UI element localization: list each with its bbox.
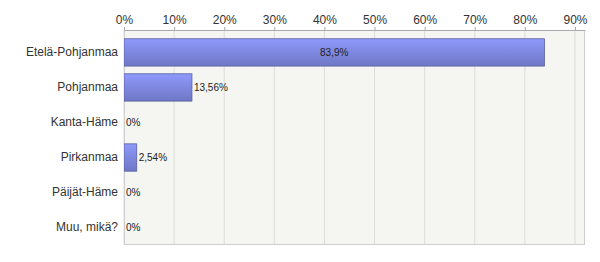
tick-label: 40% [313,13,337,27]
tick: Pohjanmaa [57,80,124,94]
tick-label: 60% [413,13,437,27]
bar [124,144,137,171]
category-label: Etelä-Pohjanmaa [26,45,118,59]
tick-mark [124,27,125,30]
tick: Pirkanmaa [61,150,124,164]
x-axis: 0% 10% 20% 30% 40% 50% 60% 70% 80% 90% [116,13,588,31]
tick: Kanta-Häme [51,115,124,129]
tick: 60% [413,13,437,30]
bar [124,39,544,66]
category-label: Muu, mikä? [56,220,118,234]
tick-label: 50% [363,13,387,27]
chart: 0% 10% 20% 30% 40% 50% 60% 70% 80% 90% Etelä-Pohja… [0,0,600,262]
tick-mark [575,27,576,30]
data-label: 0% [126,222,141,233]
bar [124,109,125,136]
axis-line [124,38,125,244]
grid [124,30,575,245]
tick-label: 90% [563,13,587,27]
tick: 40% [313,13,337,30]
tick: 80% [513,13,537,30]
bar [124,74,192,101]
data-label: 2,54% [139,152,167,163]
grid-line [574,30,575,245]
category-label: Päijät-Häme [52,185,118,199]
bar [124,179,125,206]
tick-label: 30% [263,13,287,27]
tick: 30% [263,13,287,30]
data-labels: 83,9% 13,56% 0% 2,54% 0% 0% [126,47,348,233]
tick: 50% [363,13,387,30]
plot-background [124,30,585,245]
tick-mark [375,27,376,30]
tick: Päijät-Häme [52,185,124,199]
tick: 90% [563,13,587,30]
category-label: Pirkanmaa [61,150,119,164]
data-label: 13,56% [194,82,228,93]
tick-mark [324,27,325,30]
bar [124,214,125,241]
data-label: 0% [126,187,141,198]
tick-mark [274,27,275,30]
tick-label: 0% [116,13,134,27]
tick-label: 70% [463,13,487,27]
tick-label: 80% [513,13,537,27]
category-label: Pohjanmaa [57,80,118,94]
tick-mark [174,27,175,30]
tick-mark [224,27,225,30]
category-label: Kanta-Häme [51,115,119,129]
tick: Etelä-Pohjanmaa [26,45,124,59]
data-label: 0% [126,117,141,128]
data-label: 83,9% [320,47,348,58]
tick: 0% [116,13,134,30]
tick-label: 10% [163,13,187,27]
plot-frame [125,31,585,245]
axis-line [125,30,586,31]
tick-label: 20% [213,13,237,27]
tick: Muu, mikä? [56,220,124,234]
tick: 70% [463,13,487,30]
tick-mark [425,27,426,30]
bars [124,39,544,171]
tick-mark [525,27,526,30]
tick: 10% [163,13,187,30]
tick: 20% [213,13,237,30]
tick-mark [475,27,476,30]
y-axis: Etelä-Pohjanmaa Pohjanmaa Kanta-Häme Pirkan… [26,38,125,244]
